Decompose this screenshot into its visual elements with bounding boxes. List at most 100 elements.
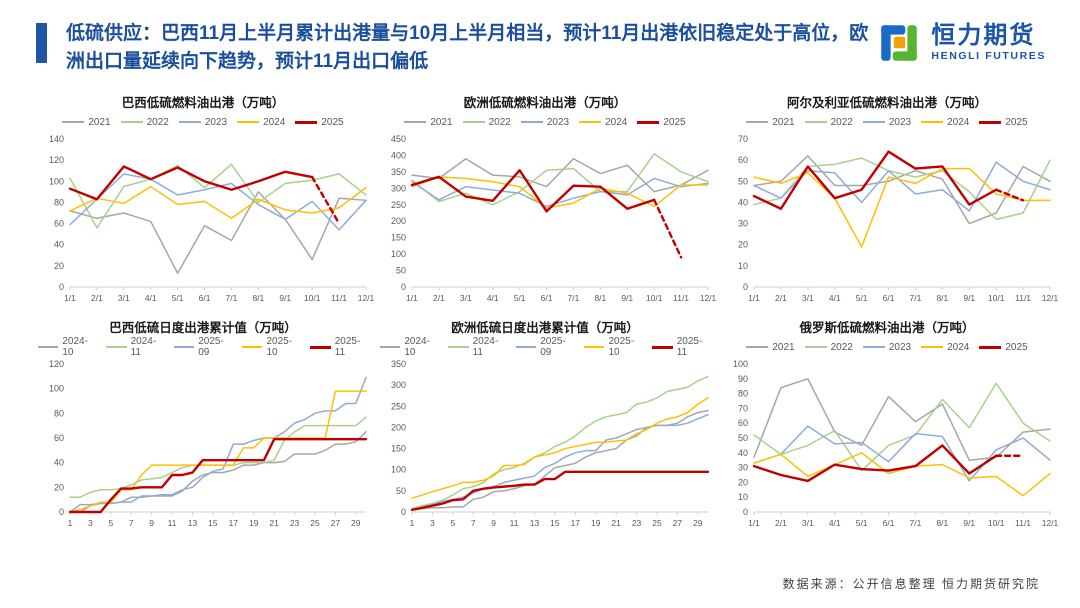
svg-text:100: 100 — [49, 384, 64, 394]
legend-swatch — [979, 345, 1002, 349]
line-chart: 0 50 100 150 200 250 300 350 400 450 1/1 2/1 3/1 4/1 5… — [391, 134, 717, 303]
logo-text: 恒力期货 HENGLI FUTURES — [931, 22, 1046, 63]
svg-text:2/1: 2/1 — [775, 518, 787, 528]
legend-label: 2022 — [488, 116, 511, 128]
footer: 数据来源：公开信息整理 恒力期货研究院 — [783, 575, 1040, 592]
logo-name-cn: 恒力期货 — [931, 22, 1036, 50]
legend-label: 2025-10 — [608, 336, 635, 358]
chart-legend: 2024-10 2024-11 2025-09 2025-10 2025-11 — [380, 336, 710, 358]
hengli-logo-icon — [881, 25, 918, 61]
svg-text:4/1: 4/1 — [145, 293, 157, 303]
svg-text:11/1: 11/1 — [1015, 518, 1031, 528]
legend-item: 2025 — [979, 341, 1028, 353]
legend-label: 2023 — [546, 116, 570, 128]
svg-text:200: 200 — [391, 216, 406, 226]
svg-text:7/1: 7/1 — [226, 293, 238, 303]
svg-text:300: 300 — [391, 183, 406, 193]
legend-item: 2025-11 — [310, 336, 368, 358]
svg-text:12/1: 12/1 — [1042, 518, 1059, 528]
svg-text:9: 9 — [149, 518, 154, 528]
legend-swatch — [921, 121, 944, 123]
svg-text:2/1: 2/1 — [433, 293, 445, 303]
svg-text:7/1: 7/1 — [568, 293, 580, 303]
legend-label: 2025-11 — [334, 336, 361, 358]
svg-text:20: 20 — [738, 240, 748, 250]
svg-text:100: 100 — [391, 465, 406, 475]
svg-text:100: 100 — [49, 176, 64, 186]
svg-text:21: 21 — [611, 518, 621, 528]
svg-text:40: 40 — [738, 197, 748, 207]
page-title: 低硫供应：巴西11月上半月累计出港量与10月上半月相当，预计11月出港依旧稳定处… — [66, 23, 869, 72]
svg-text:8/1: 8/1 — [936, 518, 948, 528]
legend-swatch — [804, 346, 827, 348]
svg-text:10/1: 10/1 — [304, 293, 321, 303]
chart-title: 巴西低硫日度出港累计值（万吨） — [109, 321, 297, 335]
chart-legend: 2021 2022 2023 2024 2025 — [722, 115, 1052, 129]
svg-text:50: 50 — [738, 433, 748, 443]
legend-item: 2021 — [746, 117, 795, 128]
svg-text:13: 13 — [188, 518, 198, 528]
legend-label: 2024 — [947, 116, 970, 128]
svg-text:40: 40 — [54, 240, 64, 250]
svg-text:4/1: 4/1 — [829, 518, 841, 528]
svg-text:10: 10 — [738, 261, 748, 271]
svg-text:17: 17 — [229, 518, 239, 528]
svg-text:9/1: 9/1 — [279, 293, 291, 303]
legend-swatch — [173, 346, 195, 348]
chart-brazil-daily-cumulative: 巴西低硫日度出港累计值（万吨） 2024-10 2024-11 2025-09 202… — [38, 317, 368, 532]
legend-label: 2025 — [1005, 116, 1028, 128]
legend-label: 2025-09 — [198, 336, 224, 358]
legend-item: 2025 — [979, 116, 1028, 128]
svg-text:19: 19 — [591, 518, 601, 528]
svg-text:0: 0 — [743, 282, 748, 292]
legend-label: 2024-10 — [62, 336, 88, 358]
legend-label: 2025 — [1005, 341, 1028, 353]
chart-europe-daily-cumulative: 欧洲低硫日度出港累计值（万吨） 2024-10 2024-11 2025-09 202… — [380, 317, 710, 532]
legend-swatch — [242, 346, 263, 348]
legend-item: 2022 — [462, 116, 511, 128]
svg-text:21: 21 — [269, 518, 279, 528]
legend-label: 2022 — [146, 116, 169, 128]
legend-label: 2025-11 — [676, 336, 703, 358]
legend-swatch — [237, 121, 260, 123]
legend-label: 2024-11 — [472, 336, 499, 358]
svg-text:17: 17 — [571, 518, 581, 528]
svg-text:25: 25 — [310, 518, 320, 528]
svg-text:50: 50 — [396, 266, 406, 276]
svg-text:9: 9 — [491, 518, 496, 528]
legend-item: 2025-10 — [242, 336, 300, 358]
svg-text:3/1: 3/1 — [118, 293, 130, 303]
svg-text:11/1: 11/1 — [673, 293, 689, 303]
svg-text:23: 23 — [632, 518, 642, 528]
svg-text:350: 350 — [391, 167, 406, 177]
svg-text:27: 27 — [673, 518, 683, 528]
chart-title: 俄罗斯低硫燃料油出港（万吨） — [799, 321, 975, 335]
legend-swatch — [921, 346, 944, 348]
legend-swatch — [106, 346, 127, 348]
legend-label: 2021 — [88, 116, 111, 128]
svg-text:5/1: 5/1 — [514, 293, 526, 303]
svg-text:11/1: 11/1 — [331, 293, 347, 303]
svg-text:250: 250 — [391, 401, 406, 411]
svg-text:150: 150 — [391, 444, 406, 454]
svg-text:40: 40 — [738, 448, 748, 458]
svg-text:70: 70 — [738, 403, 748, 413]
svg-text:3: 3 — [88, 518, 93, 528]
chart-title: 阿尔及利亚低硫燃料油出港（万吨） — [786, 96, 987, 110]
svg-text:12/1: 12/1 — [700, 293, 717, 303]
legend-label: 2023 — [888, 116, 912, 128]
chart-legend: 2024-10 2024-11 2025-09 2025-10 2025-11 — [38, 336, 368, 358]
legend-item: 2024 — [579, 117, 627, 128]
svg-text:6/1: 6/1 — [883, 518, 895, 528]
legend-item: 2024-11 — [106, 336, 164, 358]
legend-item: 2024 — [921, 117, 969, 128]
svg-text:7/1: 7/1 — [910, 518, 922, 528]
svg-text:11/1: 11/1 — [1015, 293, 1031, 303]
legend-label: 2025-10 — [266, 336, 293, 358]
svg-text:5/1: 5/1 — [856, 293, 868, 303]
svg-text:13: 13 — [530, 518, 540, 528]
legend-swatch — [652, 345, 673, 349]
legend-swatch — [746, 121, 769, 123]
legend-label: 2023 — [888, 341, 912, 353]
svg-text:25: 25 — [652, 518, 662, 528]
